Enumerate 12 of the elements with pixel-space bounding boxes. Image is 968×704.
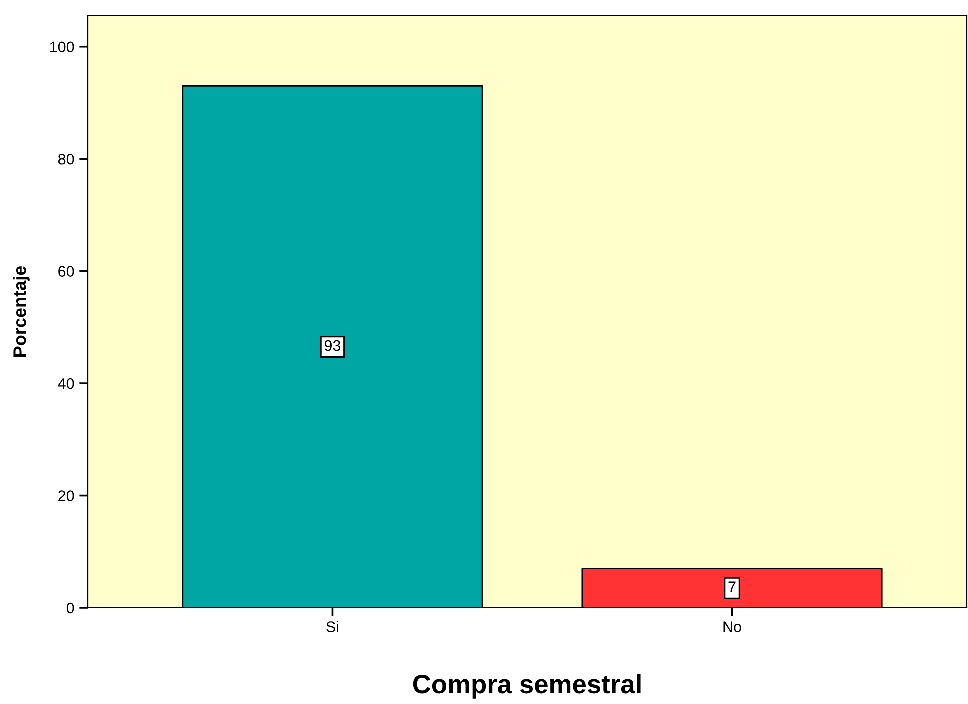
x-axis-title: Compra semestral [413,674,641,699]
y-tick-label: 20 [58,490,74,502]
data-label: 7 [728,582,736,592]
y-tick-label: 80 [58,154,74,165]
x-tick-label: Si [326,621,338,632]
y-tick-label: 60 [58,266,74,278]
y-tick-label: 100 [50,42,74,53]
y-tick-label: 0 [66,602,74,614]
data-label: 93 [324,340,341,352]
y-tick-label: 40 [58,378,74,390]
x-tick-label: No [724,622,742,632]
y-axis-title: Porcentaje [13,266,30,357]
